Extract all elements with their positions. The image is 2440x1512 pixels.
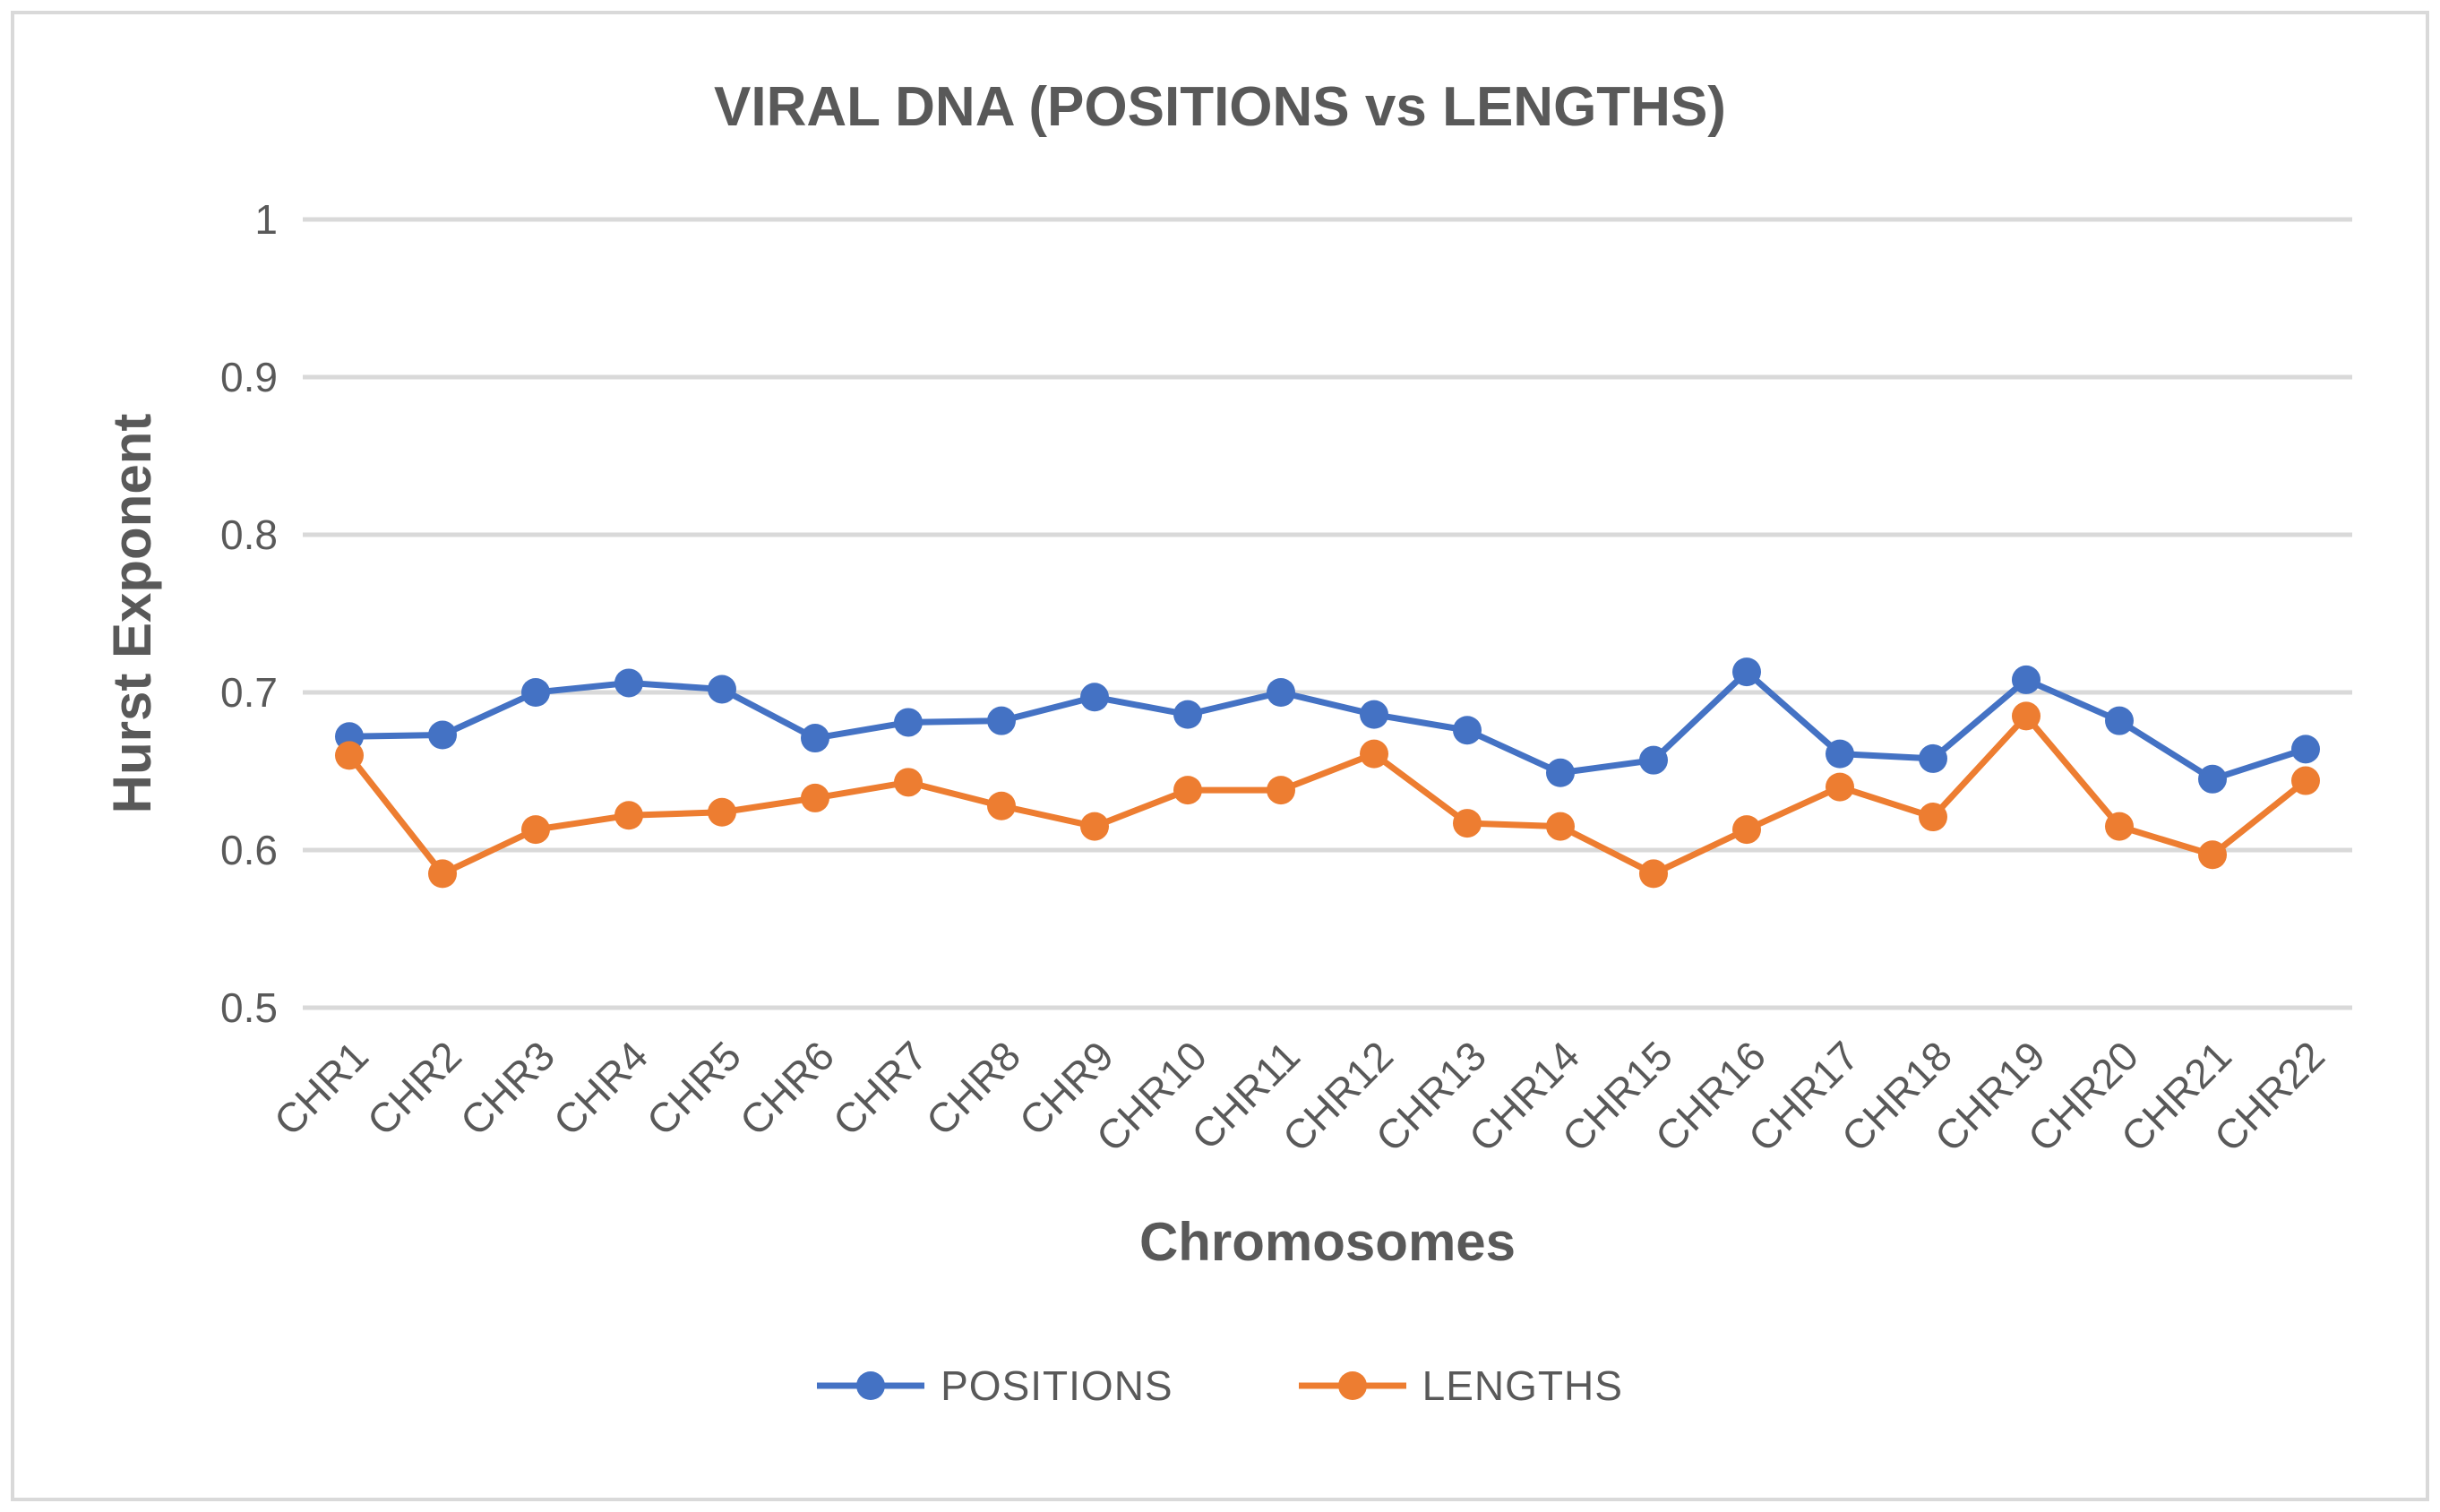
data-point-positions-chr9: [1080, 683, 1109, 712]
y-axis-title: Hurst Exponent: [102, 414, 162, 814]
data-point-lengths-chr12: [1360, 739, 1388, 769]
data-point-positions-chr12: [1360, 700, 1388, 729]
data-point-positions-chr21: [2198, 764, 2227, 794]
x-axis-title: Chromosomes: [1138, 1212, 1516, 1272]
data-point-positions-chr8: [987, 706, 1016, 735]
data-point-lengths-chr6: [801, 783, 829, 812]
data-point-lengths-chr2: [428, 859, 457, 889]
data-point-lengths-chr7: [894, 768, 923, 797]
data-point-positions-chr11: [1267, 678, 1295, 707]
data-point-positions-chr10: [1173, 700, 1202, 729]
legend: POSITIONS LENGTHS: [0, 1362, 2440, 1410]
data-point-positions-chr22: [2291, 735, 2320, 764]
x-tick-label: CHR8: [917, 1032, 1029, 1144]
data-point-lengths-chr19: [2012, 701, 2040, 731]
data-point-positions-chr15: [1639, 745, 1668, 775]
data-point-positions-chr19: [2012, 665, 2040, 694]
data-point-lengths-chr4: [614, 801, 643, 830]
data-point-lengths-chr3: [521, 815, 550, 845]
series-line-positions: [348, 668, 2307, 783]
legend-label: LENGTHS: [1422, 1362, 1623, 1409]
x-tick-label: CHR2: [358, 1032, 470, 1144]
data-point-lengths-chr22: [2291, 766, 2320, 795]
data-point-positions-chr14: [1546, 758, 1575, 787]
chart-title: VIRAL DNA (POSITIONS vs LENGTHS): [714, 76, 1726, 138]
x-tick-label: CHR7: [824, 1032, 936, 1144]
y-tick-label: 0.5: [220, 984, 278, 1031]
data-point-positions-chr13: [1453, 716, 1482, 745]
data-point-positions-chr3: [521, 678, 550, 707]
legend-marker-lengths-icon: [1298, 1371, 1406, 1400]
data-point-positions-chr5: [708, 674, 736, 704]
data-point-lengths-chr18: [1919, 803, 1947, 832]
data-point-positions-chr2: [428, 720, 457, 750]
x-tick-label: CHR4: [545, 1032, 657, 1144]
data-point-lengths-chr11: [1267, 776, 1295, 805]
legend-item-lengths: LENGTHS: [1298, 1362, 1623, 1410]
y-tick-label: 0.8: [220, 511, 278, 558]
x-tick-label: CHR5: [638, 1032, 750, 1144]
data-point-lengths-chr21: [2198, 840, 2227, 870]
data-point-lengths-chr14: [1546, 812, 1575, 841]
data-point-positions-chr7: [894, 708, 923, 737]
data-point-positions-chr4: [614, 668, 643, 698]
legend-marker-positions-icon: [817, 1371, 925, 1400]
data-point-positions-chr16: [1732, 657, 1761, 687]
y-tick-label: 0.6: [220, 827, 278, 873]
data-point-positions-chr20: [2105, 706, 2134, 735]
data-point-lengths-chr5: [708, 797, 736, 827]
data-point-positions-chr17: [1826, 739, 1854, 769]
data-point-positions-chr6: [801, 724, 829, 753]
data-point-lengths-chr10: [1173, 776, 1202, 805]
y-tick-label: 0.7: [220, 669, 278, 716]
x-tick-label: CHR1: [265, 1032, 377, 1144]
data-point-lengths-chr13: [1453, 809, 1482, 838]
series-line-lengths: [347, 712, 2308, 877]
data-point-lengths-chr15: [1639, 859, 1668, 889]
legend-label: POSITIONS: [941, 1362, 1173, 1409]
y-tick-label: 0.9: [220, 354, 278, 400]
data-point-positions-chr18: [1919, 743, 1947, 773]
y-tick-label: 1: [254, 196, 278, 243]
data-point-lengths-chr20: [2105, 812, 2134, 841]
data-point-lengths-chr8: [987, 791, 1016, 820]
data-point-lengths-chr16: [1732, 815, 1761, 845]
legend-item-positions: POSITIONS: [817, 1362, 1173, 1410]
data-point-lengths-chr17: [1826, 772, 1854, 802]
x-tick-label: CHR6: [731, 1032, 843, 1144]
data-point-lengths-chr9: [1080, 812, 1109, 841]
x-tick-label: CHR3: [451, 1032, 563, 1144]
data-point-lengths-chr1: [335, 741, 364, 770]
